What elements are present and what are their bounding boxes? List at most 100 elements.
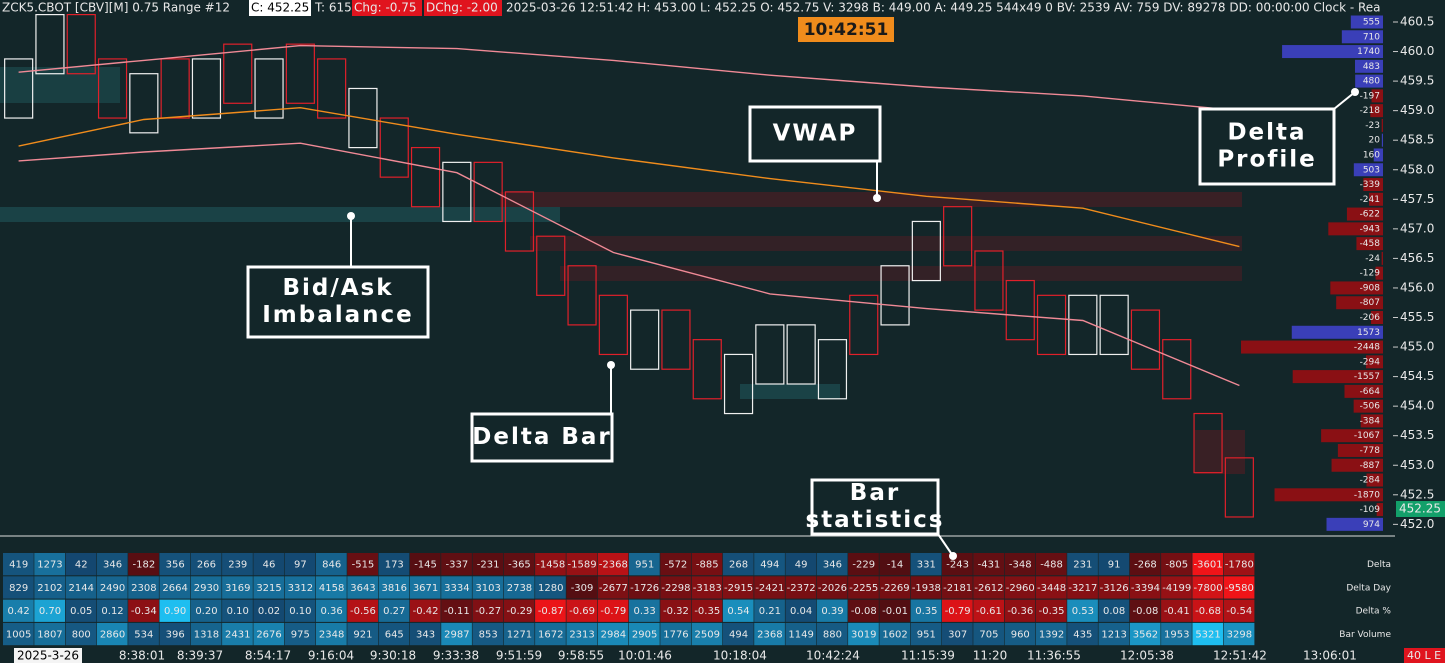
stat-cell <box>441 553 472 576</box>
stat-value: 2490 <box>100 583 125 594</box>
stat-value: -0.68 <box>1195 606 1221 617</box>
chg-bg <box>352 0 422 16</box>
profile-label: -241 <box>1360 195 1380 205</box>
stat-cell <box>222 622 253 646</box>
callout-line <box>937 533 954 557</box>
stat-cell <box>65 622 97 646</box>
stat-cell <box>535 599 566 622</box>
callout-text: VWAP <box>773 121 858 147</box>
price-label: 453.0 <box>1400 458 1434 472</box>
profile-bar <box>1353 163 1383 177</box>
callout-text: Delta <box>1227 120 1306 146</box>
stat-cell <box>159 553 191 576</box>
profile-label: -24 <box>1365 254 1380 264</box>
date-bg <box>14 648 82 663</box>
profile-bar <box>1371 89 1383 103</box>
stat-cell <box>879 576 911 599</box>
stat-value: 2313 <box>569 629 594 640</box>
stat-cell <box>1098 599 1130 622</box>
stat-value: 5321 <box>1195 629 1220 640</box>
profile-label: 20 <box>1369 136 1381 146</box>
lower-line <box>18 142 1240 387</box>
stat-value: 3562 <box>1133 629 1158 640</box>
stat-value: -3448 <box>1037 583 1066 594</box>
stat-value: 705 <box>979 629 998 640</box>
stat-cell <box>1035 553 1067 576</box>
stat-cell <box>159 576 191 599</box>
stat-cell <box>284 622 316 646</box>
stat-cell <box>3 622 34 646</box>
stat-value: -2372 <box>787 583 816 594</box>
stat-value: -2677 <box>599 583 628 594</box>
stat-cell <box>441 622 472 646</box>
footprint-bar <box>317 58 347 119</box>
stat-cell <box>597 576 629 599</box>
profile-bar <box>1375 266 1383 280</box>
stat-cell <box>910 599 942 622</box>
stat-cell <box>1192 553 1224 576</box>
stat-value: -2255 <box>849 583 878 594</box>
footprint-bar <box>254 58 284 119</box>
stat-cell <box>535 553 566 576</box>
stat-cell <box>253 599 285 622</box>
profile-bar <box>1328 222 1383 236</box>
stat-value: 2738 <box>507 583 532 594</box>
stat-value: 0.70 <box>39 606 61 617</box>
stat-cell <box>159 599 191 622</box>
stat-cell <box>441 576 472 599</box>
stat-cell <box>1067 576 1098 599</box>
imbalance-zone <box>530 236 1242 251</box>
time-label: 9:16:04 <box>308 649 354 663</box>
stat-value: 343 <box>416 629 435 640</box>
stat-cell <box>722 622 754 646</box>
stat-value: -0.61 <box>976 606 1002 617</box>
stat-cell <box>34 576 65 599</box>
stat-cell <box>222 553 253 576</box>
stat-cell <box>597 622 629 646</box>
stat-value: -309 <box>571 583 594 594</box>
bar-statistics: 419 1273 42 346 -182 356 266 239 46 97 846 -515 173-… <box>3 553 1392 646</box>
profile-label: -506 <box>1360 402 1381 412</box>
footprint-bar <box>4 58 34 119</box>
stat-value: 1318 <box>194 629 219 640</box>
stat-value: -4199 <box>1162 583 1191 594</box>
stat-value: 3816 <box>382 583 407 594</box>
stat-cell <box>629 576 660 599</box>
imbalance-zone <box>560 266 1242 281</box>
date: 2025-3-26 <box>17 649 79 663</box>
footprint-bar <box>504 191 535 252</box>
stat-value: 0.05 <box>70 606 92 617</box>
profile-bar <box>1369 192 1383 206</box>
stat-value: 1672 <box>538 629 563 640</box>
price-label: 455.0 <box>1400 340 1434 354</box>
stat-cell <box>722 553 754 576</box>
stat-value: -2181 <box>943 583 972 594</box>
stat-value: -243 <box>946 560 969 571</box>
stat-row-label: Delta Day <box>1346 583 1391 593</box>
stat-cell <box>3 599 34 622</box>
footprint-bar <box>129 73 159 134</box>
footprint-bar <box>817 339 848 400</box>
imbalance-zone <box>1195 430 1245 474</box>
callout-dot <box>949 552 957 560</box>
stat-value: 239 <box>228 560 247 571</box>
stat-value: -2421 <box>755 583 784 594</box>
callout-box <box>246 265 430 339</box>
stat-value: 951 <box>635 560 654 571</box>
stat-value: 266 <box>197 560 216 571</box>
stat-value: -0.35 <box>694 606 720 617</box>
profile-bar <box>1381 118 1383 132</box>
stat-cell <box>629 622 660 646</box>
stat-value: -0.27 <box>475 606 501 617</box>
stat-cell <box>1129 622 1161 646</box>
profile-label: 974 <box>1363 520 1380 530</box>
stat-cell <box>879 599 911 622</box>
stat-value: -0.69 <box>569 606 595 617</box>
stat-value: 268 <box>729 560 748 571</box>
stat-cell <box>190 553 222 576</box>
footprint-bar <box>223 43 253 104</box>
stat-value: 2102 <box>37 583 62 594</box>
stat-cell <box>96 553 128 576</box>
price-label: 459.0 <box>1400 103 1434 117</box>
profile-label: -943 <box>1360 224 1380 234</box>
